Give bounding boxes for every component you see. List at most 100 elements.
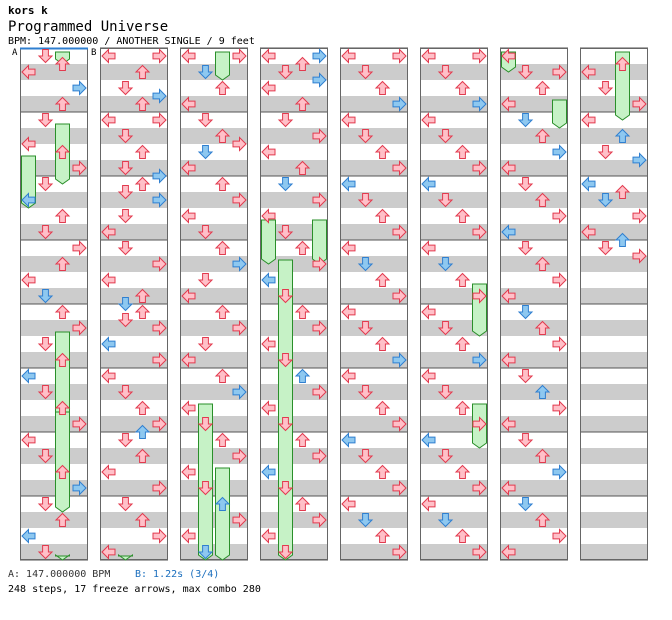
beat-stripe [100, 64, 168, 80]
freeze-arrow [21, 155, 36, 209]
up-arrow-icon [454, 144, 471, 159]
beat-stripe [580, 352, 648, 368]
up-arrow-icon [54, 96, 71, 111]
down-arrow-icon [117, 497, 134, 512]
up-arrow-icon [534, 448, 551, 463]
right-arrow-icon [472, 352, 487, 368]
beat-stripe [500, 512, 568, 528]
down-arrow-icon [277, 177, 294, 192]
right-arrow-icon [312, 72, 327, 88]
beat-stripe [340, 512, 408, 528]
beat-stripe [500, 480, 568, 496]
left-arrow-icon [21, 368, 36, 384]
right-arrow-icon [312, 320, 327, 336]
down-arrow-icon [37, 545, 54, 560]
left-arrow-icon [181, 288, 196, 304]
left-arrow-icon [21, 64, 36, 80]
chart-meta: BPM: 147.000000 / ANOTHER SINGLE / 9 fee… [8, 36, 255, 47]
right-arrow-icon [232, 384, 247, 400]
down-arrow-icon [357, 385, 374, 400]
beat-stripe [260, 96, 328, 112]
down-arrow-icon [197, 65, 214, 80]
up-arrow-icon [134, 400, 151, 415]
up-arrow-icon [454, 208, 471, 223]
down-arrow-icon [517, 369, 534, 384]
left-arrow-icon [181, 464, 196, 480]
down-arrow-icon [277, 481, 294, 496]
up-arrow-icon [374, 528, 391, 543]
left-arrow-icon [581, 176, 596, 192]
up-arrow-icon [534, 80, 551, 95]
beat-stripe [260, 192, 328, 208]
beat-stripe [100, 256, 168, 272]
right-arrow-icon [472, 96, 487, 112]
up-arrow-icon [134, 512, 151, 527]
beat-stripe [20, 480, 88, 496]
right-arrow-icon [312, 512, 327, 528]
down-arrow-icon [437, 385, 454, 400]
up-arrow-icon [294, 368, 311, 383]
left-arrow-icon [581, 64, 596, 80]
down-arrow-icon [277, 113, 294, 128]
down-arrow-icon [437, 193, 454, 208]
down-arrow-icon [37, 177, 54, 192]
up-arrow-icon [454, 464, 471, 479]
beat-stripe [420, 96, 488, 112]
beat-stripe [580, 384, 648, 400]
left-arrow-icon [341, 496, 356, 512]
beat-stripe [500, 64, 568, 80]
up-arrow-icon [134, 64, 151, 79]
beat-stripe [580, 160, 648, 176]
left-arrow-icon [21, 192, 36, 208]
beat-stripe [580, 416, 648, 432]
down-arrow-icon [117, 313, 134, 328]
down-arrow-icon [117, 297, 134, 312]
left-arrow-icon [341, 176, 356, 192]
right-arrow-icon [232, 192, 247, 208]
up-arrow-icon [134, 96, 151, 111]
right-arrow-icon [472, 160, 487, 176]
right-arrow-icon [392, 160, 407, 176]
beat-stripe [100, 384, 168, 400]
beat-stripe [500, 256, 568, 272]
beat-stripe [340, 544, 408, 560]
beat-stripe [260, 160, 328, 176]
right-arrow-icon [552, 464, 567, 480]
right-arrow-icon [72, 480, 87, 496]
beat-stripe [100, 320, 168, 336]
down-arrow-icon [197, 417, 214, 432]
up-arrow-icon [374, 272, 391, 287]
left-arrow-icon [421, 496, 436, 512]
freeze-arrow [55, 554, 70, 561]
down-arrow-icon [117, 209, 134, 224]
left-arrow-icon [101, 544, 116, 560]
beat-stripe [340, 384, 408, 400]
beat-stripe [100, 160, 168, 176]
beat-stripe [420, 288, 488, 304]
left-arrow-icon [341, 368, 356, 384]
beat-stripe [580, 64, 648, 80]
up-arrow-icon [54, 208, 71, 223]
up-arrow-icon [54, 304, 71, 319]
left-arrow-icon [21, 528, 36, 544]
beat-stripe [580, 128, 648, 144]
right-arrow-icon [312, 128, 327, 144]
left-arrow-icon [501, 352, 516, 368]
right-arrow-icon [72, 80, 87, 96]
beat-stripe [420, 512, 488, 528]
beat-stripe [500, 288, 568, 304]
left-arrow-icon [181, 160, 196, 176]
down-arrow-icon [357, 129, 374, 144]
left-arrow-icon [501, 224, 516, 240]
down-arrow-icon [517, 305, 534, 320]
right-arrow-icon [552, 336, 567, 352]
right-arrow-icon [392, 480, 407, 496]
up-arrow-icon [134, 144, 151, 159]
down-arrow-icon [437, 449, 454, 464]
beat-stripe [340, 352, 408, 368]
beat-stripe [580, 96, 648, 112]
up-arrow-icon [214, 176, 231, 191]
beat-stripe [180, 128, 248, 144]
up-arrow-icon [214, 496, 231, 511]
beat-stripe [420, 384, 488, 400]
